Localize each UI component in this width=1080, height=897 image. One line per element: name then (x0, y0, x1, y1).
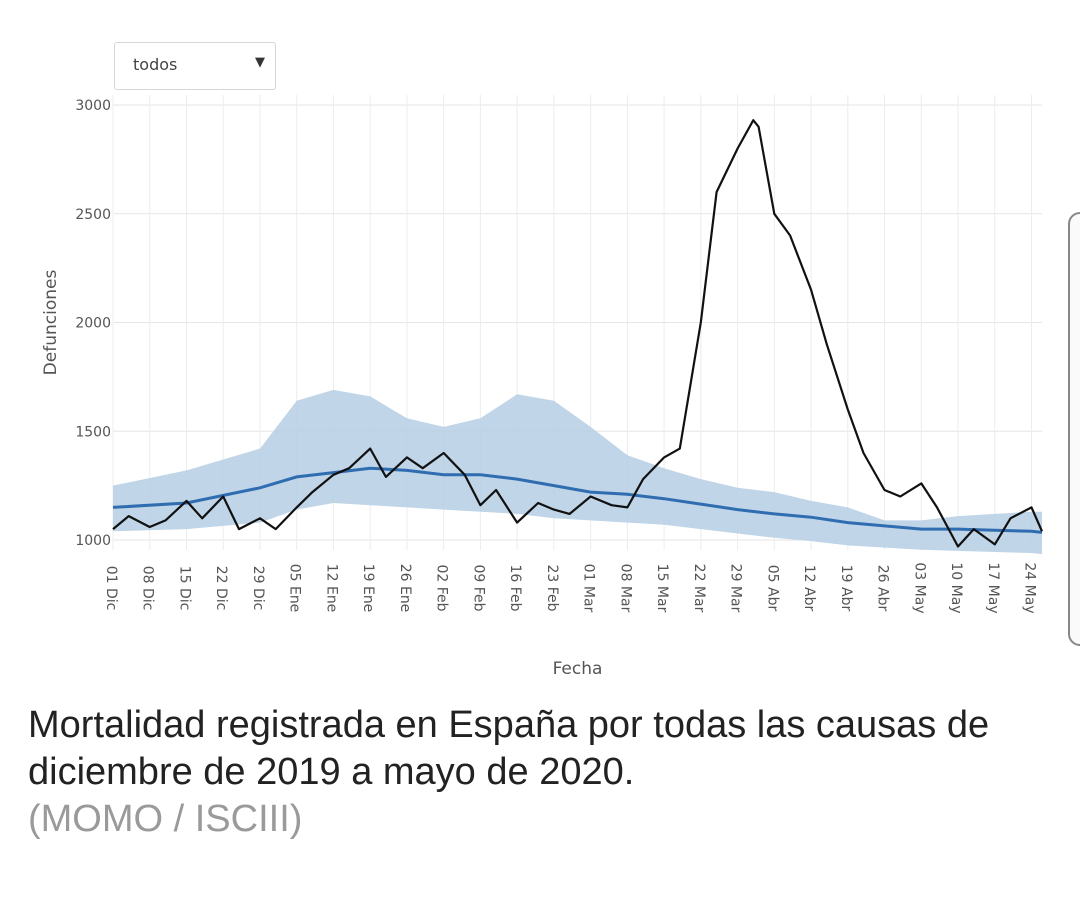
y-tick-label: 2500 (75, 207, 111, 223)
mortality-chart: 1000 1500 2000 2500 3000 01 Dic 08 Dic 15 Dic 22… (41, 95, 1044, 679)
x-tick-label: 03 May (911, 562, 927, 613)
expected-range-band (113, 389, 1042, 555)
x-tick-label: 02 Feb (434, 564, 450, 611)
y-tick-label: 1500 (75, 424, 111, 440)
observed-deaths-line (112, 119, 1044, 548)
y-tick-label: 1000 (75, 533, 111, 549)
x-axis-title: Fecha (553, 659, 603, 679)
x-tick-label: 10 May (948, 562, 964, 613)
x-tick-label: 05 Abr (764, 565, 780, 612)
x-tick-label: 12 Abr (801, 565, 817, 612)
y-tick-label: 2000 (75, 316, 111, 332)
dropdown-selected-value: todos (133, 55, 178, 74)
dropdown-arrow-icon: ▼ (255, 55, 265, 70)
x-tick-label: 01 Dic (103, 566, 119, 611)
x-tick-label: 29 Dic (250, 566, 266, 611)
x-tick-label: 19 Ene (360, 564, 376, 613)
x-tick-label: 15 Mar (654, 564, 670, 613)
y-tick-label: 3000 (75, 98, 111, 114)
caption-text: Mortalidad registrada en España por toda… (28, 704, 990, 793)
x-tick-label: 16 Feb (507, 564, 523, 611)
x-tick-label: 22 Dic (213, 566, 229, 611)
x-tick-label: 23 Feb (544, 564, 560, 611)
x-tick-label: 08 Dic (140, 566, 156, 611)
x-tick-label: 26 Ene (397, 564, 413, 613)
scrollbar-handle[interactable] (1068, 212, 1080, 646)
x-tick-label: 19 Abr (838, 565, 854, 612)
caption-source: (MOMO / ISCIII) (28, 798, 303, 840)
x-tick-label: 01 Mar (581, 564, 597, 613)
x-tick-label: 05 Ene (287, 564, 303, 613)
x-tick-label: 15 Dic (176, 566, 192, 611)
y-axis-title: Defunciones (41, 270, 61, 376)
x-tick-label: 29 Mar (728, 564, 744, 613)
x-tick-label: 26 Abr (875, 565, 891, 612)
expected-deaths-line (112, 466, 1043, 534)
x-tick-label: 09 Feb (470, 564, 486, 611)
x-tick-label: 24 May (1022, 562, 1038, 613)
cause-filter-dropdown[interactable]: todos ▼ (114, 42, 276, 90)
figure-caption: Mortalidad registrada en España por toda… (28, 702, 1068, 843)
x-tick-label: 12 Ene (323, 564, 339, 613)
x-tick-label: 08 Mar (617, 564, 633, 613)
x-tick-label: 17 May (985, 562, 1001, 613)
x-tick-label: 22 Mar (691, 564, 707, 613)
chart-area: 1000 1500 2000 2500 3000 01 Dic 08 Dic 15 Dic 22… (41, 42, 1044, 679)
